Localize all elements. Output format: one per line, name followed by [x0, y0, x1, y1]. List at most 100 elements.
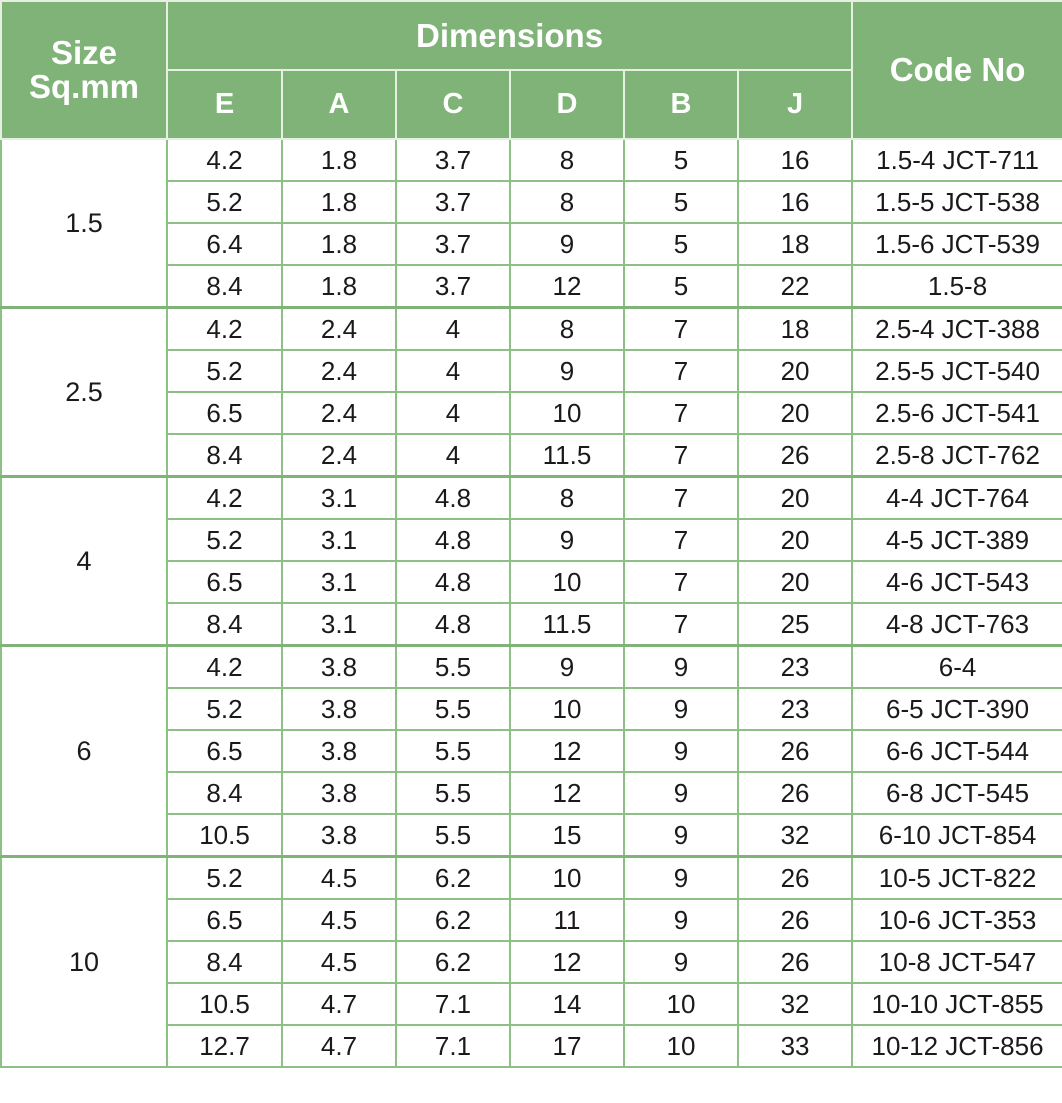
size-cell: 2.5 — [0, 306, 168, 478]
cell-b: 9 — [623, 940, 739, 984]
cell-j: 25 — [736, 602, 854, 647]
cell-code: 2.5-4 JCT-388 — [851, 306, 1062, 351]
cell-a: 3.8 — [281, 771, 397, 815]
cell-b: 5 — [623, 264, 739, 309]
cell-c: 3.7 — [395, 222, 511, 266]
cell-code: 6-5 JCT-390 — [851, 687, 1062, 731]
cell-a: 4.7 — [281, 1024, 397, 1068]
cell-j: 26 — [736, 855, 854, 900]
cell-e: 10.5 — [166, 813, 283, 858]
cell-d: 12 — [509, 264, 625, 309]
cell-c: 3.7 — [395, 180, 511, 224]
cell-code: 10-5 JCT-822 — [851, 855, 1062, 900]
cell-d: 10 — [509, 855, 625, 900]
cell-c: 4.8 — [395, 560, 511, 604]
cell-j: 26 — [736, 771, 854, 815]
cell-a: 3.1 — [281, 560, 397, 604]
cell-b: 7 — [623, 433, 739, 478]
cell-j: 20 — [736, 475, 854, 520]
cell-c: 7.1 — [395, 982, 511, 1026]
table-body: 1.5 4.2 1.8 3.7 8 5 16 1.5-4 JCT-711 5.2 1.8 3.7 8 5… — [0, 138, 1062, 1068]
cell-e: 4.2 — [166, 475, 283, 520]
cell-c: 4 — [395, 391, 511, 435]
cell-b: 10 — [623, 982, 739, 1026]
cell-code: 1.5-4 JCT-711 — [851, 138, 1062, 182]
cell-d: 9 — [509, 222, 625, 266]
cell-j: 20 — [736, 560, 854, 604]
column-header-b: B — [623, 69, 739, 140]
cell-b: 7 — [623, 602, 739, 647]
cell-d: 12 — [509, 940, 625, 984]
cell-b: 5 — [623, 138, 739, 182]
cell-code: 2.5-6 JCT-541 — [851, 391, 1062, 435]
cell-e: 5.2 — [166, 518, 283, 562]
cell-code: 1.5-6 JCT-539 — [851, 222, 1062, 266]
cell-e: 12.7 — [166, 1024, 283, 1068]
cell-a: 4.5 — [281, 940, 397, 984]
size-header: Size Sq.mm — [0, 0, 168, 140]
column-header-c: C — [395, 69, 511, 140]
cell-b: 9 — [623, 644, 739, 689]
cell-b: 9 — [623, 898, 739, 942]
cell-d: 8 — [509, 306, 625, 351]
cell-d: 10 — [509, 687, 625, 731]
cell-j: 20 — [736, 518, 854, 562]
cell-e: 8.4 — [166, 433, 283, 478]
cell-e: 5.2 — [166, 180, 283, 224]
cell-e: 4.2 — [166, 644, 283, 689]
cell-a: 3.8 — [281, 729, 397, 773]
cell-b: 7 — [623, 518, 739, 562]
table-row: 10.5 4.7 7.1 14 10 32 10-10 JCT-855 — [1, 982, 1062, 1026]
cell-code: 6-6 JCT-544 — [851, 729, 1062, 773]
cell-b: 5 — [623, 222, 739, 266]
dimensions-header: Dimensions — [165, 0, 854, 71]
cell-c: 3.7 — [395, 264, 511, 309]
cell-j: 33 — [736, 1024, 854, 1068]
cell-d: 14 — [509, 982, 625, 1026]
cell-d: 8 — [509, 180, 625, 224]
cell-b: 9 — [623, 771, 739, 815]
cell-e: 6.5 — [166, 391, 283, 435]
cell-c: 7.1 — [395, 1024, 511, 1068]
table-row: 8.4 3.1 4.8 11.5 7 25 4-8 JCT-763 — [1, 602, 1062, 647]
cell-b: 10 — [623, 1024, 739, 1068]
cell-j: 32 — [736, 982, 854, 1026]
cell-e: 5.2 — [166, 349, 283, 393]
cell-j: 32 — [736, 813, 854, 858]
cell-a: 4.7 — [281, 982, 397, 1026]
cell-b: 7 — [623, 475, 739, 520]
cell-e: 4.2 — [166, 138, 283, 182]
cell-b: 7 — [623, 560, 739, 604]
cell-j: 20 — [736, 349, 854, 393]
table-row: 8.4 4.5 6.2 12 9 26 10-8 JCT-547 — [1, 940, 1062, 984]
cell-c: 4.8 — [395, 475, 511, 520]
cell-e: 8.4 — [166, 264, 283, 309]
cell-e: 8.4 — [166, 940, 283, 984]
cell-a: 1.8 — [281, 180, 397, 224]
cell-code: 10-10 JCT-855 — [851, 982, 1062, 1026]
cell-code: 4-8 JCT-763 — [851, 602, 1062, 647]
cell-d: 9 — [509, 644, 625, 689]
table-row: 2.5 4.2 2.4 4 8 7 18 2.5-4 JCT-388 — [0, 306, 1062, 478]
cell-e: 8.4 — [166, 602, 283, 647]
column-header-d: D — [509, 69, 625, 140]
cell-c: 6.2 — [395, 898, 511, 942]
cell-b: 5 — [623, 180, 739, 224]
cell-c: 4 — [395, 349, 511, 393]
cell-a: 3.1 — [281, 475, 397, 520]
cell-a: 3.1 — [281, 518, 397, 562]
cell-e: 6.5 — [166, 560, 283, 604]
cell-j: 20 — [736, 391, 854, 435]
size-cell: 1.5 — [0, 138, 168, 309]
cell-c: 4.8 — [395, 602, 511, 647]
cell-c: 5.5 — [395, 813, 511, 858]
cell-a: 2.4 — [281, 433, 397, 478]
column-header-e: E — [166, 69, 283, 140]
cell-b: 9 — [623, 813, 739, 858]
cell-code: 4-4 JCT-764 — [851, 475, 1062, 520]
cell-code: 2.5-5 JCT-540 — [851, 349, 1062, 393]
cell-code: 2.5-8 JCT-762 — [851, 433, 1062, 478]
cell-b: 9 — [623, 687, 739, 731]
cell-a: 2.4 — [281, 391, 397, 435]
table-row: 6.5 3.8 5.5 12 9 26 6-6 JCT-544 — [1, 729, 1062, 773]
